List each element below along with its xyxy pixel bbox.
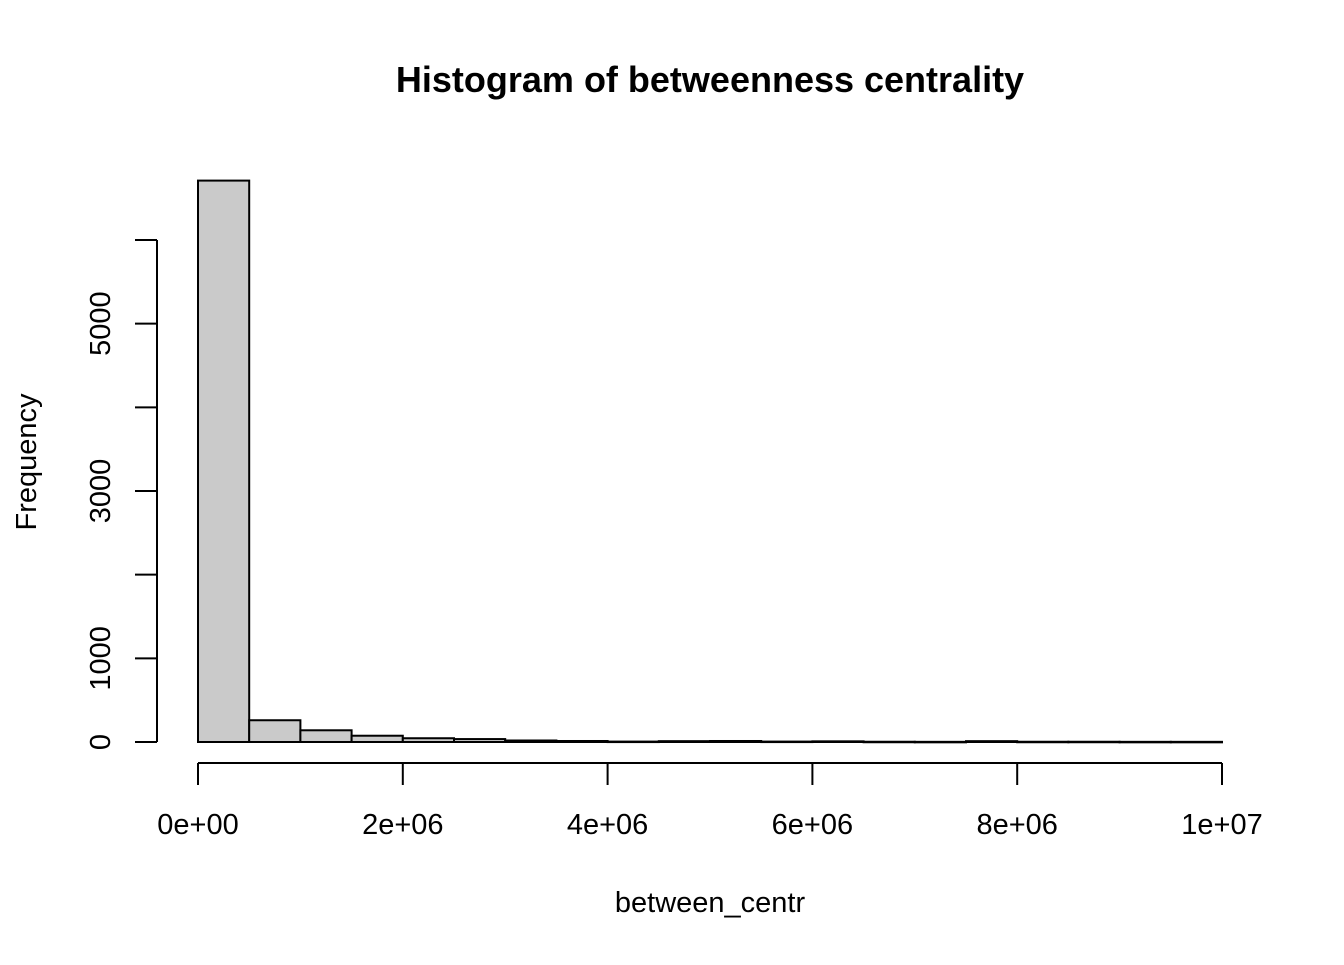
histogram-bar — [709, 739, 763, 743]
x-tick-label: 0e+00 — [157, 809, 238, 841]
histogram-bar — [965, 740, 1019, 743]
histogram-bar — [350, 734, 404, 743]
histogram-bar — [555, 739, 609, 743]
histogram-bar — [913, 740, 967, 744]
histogram-bar — [1118, 740, 1172, 744]
x-tick-label: 2e+06 — [362, 809, 443, 841]
x-tick-label: 8e+06 — [976, 809, 1057, 841]
y-tick-label: 5000 — [85, 291, 117, 356]
x-tick-label: 1e+07 — [1181, 809, 1262, 841]
y-axis: 0 1000 3000 5000 — [85, 239, 158, 750]
x-axis-title: between_centr — [615, 887, 806, 919]
histogram-bar — [760, 740, 814, 744]
histogram-bar — [299, 729, 353, 744]
histogram-bar — [453, 738, 507, 743]
histogram-bar — [1169, 740, 1224, 744]
y-tick-label: 1000 — [85, 626, 117, 691]
histogram-bar — [606, 740, 660, 744]
histogram-bar — [657, 740, 711, 743]
x-tick-label: 6e+06 — [772, 809, 853, 841]
y-tick-label: 0 — [85, 734, 117, 750]
y-axis-title: Frequency — [11, 393, 43, 531]
histogram-bar — [1016, 740, 1070, 744]
y-tick-label: 3000 — [85, 459, 117, 524]
histogram-bar — [504, 739, 558, 744]
histogram-bar — [197, 179, 251, 743]
x-tick-label: 4e+06 — [567, 809, 648, 841]
histogram-bar — [811, 740, 865, 744]
chart-title: Histogram of betweenness centrality — [396, 59, 1024, 100]
x-axis: 0e+00 2e+06 4e+06 6e+06 8e+06 1e+07 — [157, 762, 1263, 841]
histogram-bars — [197, 179, 1224, 744]
histogram-bar — [248, 719, 302, 743]
histogram-bar — [401, 737, 455, 743]
histogram-bar — [862, 740, 916, 744]
histogram-bar — [1067, 740, 1121, 744]
